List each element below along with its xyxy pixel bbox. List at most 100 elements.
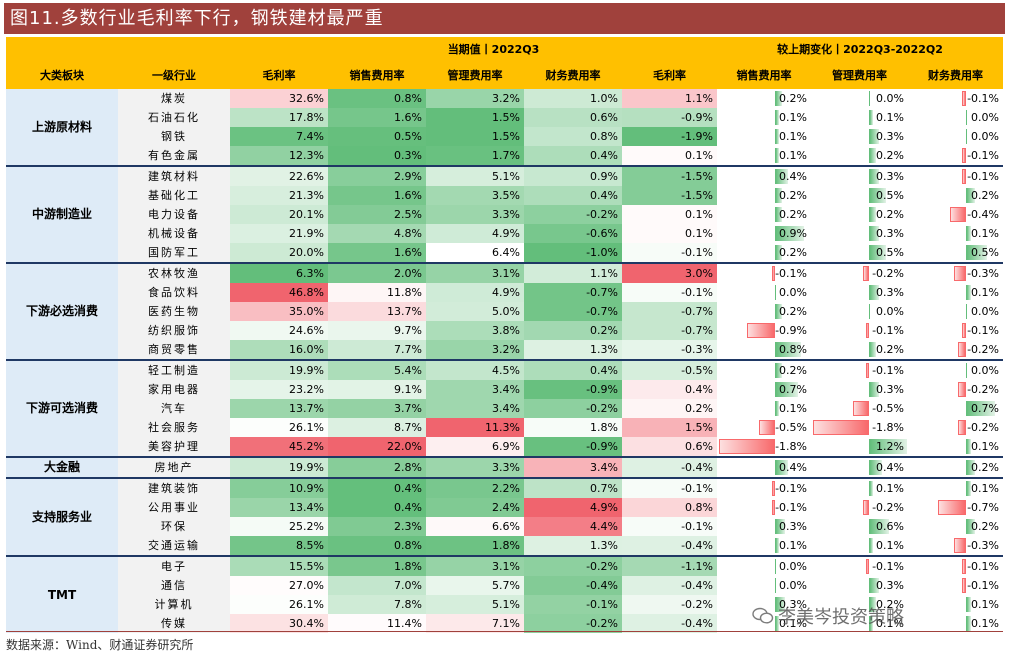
value-cell-ad: 3.1% [426, 263, 524, 283]
value-cell-fi: 1.0% [524, 89, 622, 108]
value-cell-fi: 0.4% [524, 360, 622, 380]
delta-cell-dfi: 0.0% [908, 127, 1003, 146]
delta-bar [747, 323, 775, 338]
value-cell-gm: 21.3% [230, 186, 328, 205]
delta-cell-dfi: -0.4% [908, 205, 1003, 224]
delta-bar [775, 460, 789, 475]
value-cell-fi: 1.3% [524, 340, 622, 361]
delta-bar [719, 439, 775, 454]
delta-bar [775, 207, 783, 222]
delta-value: 0.2% [779, 246, 807, 259]
table-row: TMT 电子 15.5% 1.8% 3.1% -0.2% -1.1% 0.0% -0.1% -0.… [6, 556, 1003, 633]
sector-cell: 下游可选消费 [6, 360, 118, 458]
industry-cell: 农林牧渔 [118, 263, 230, 283]
value-cell-se: 2.3% [328, 517, 426, 536]
delta-cell-dse: 0.1% [717, 127, 811, 146]
delta-cell-dse: 0.1% [717, 614, 811, 633]
value-cell-gm: 10.9% [230, 478, 328, 498]
delta-value: -0.9% [775, 324, 807, 337]
delta-cell-gm: -1.1% [622, 556, 717, 576]
delta-value: 0.1% [971, 598, 999, 611]
delta-value: 0.1% [971, 617, 999, 630]
value-cell-ad: 1.5% [426, 127, 524, 146]
value-cell-fi: -0.2% [524, 205, 622, 224]
value-cell-fi: -0.9% [524, 380, 622, 399]
delta-value: 0.5% [876, 189, 904, 202]
delta-bar [869, 226, 880, 241]
value-cell-ad: 1.8% [426, 536, 524, 557]
delta-cell-dad: 0.0% [811, 89, 908, 108]
value-cell-se: 7.0% [328, 576, 426, 595]
delta-cell-dse: 0.1% [717, 108, 811, 127]
column-header: 管理费用率 [811, 63, 908, 89]
delta-value: 0.1% [779, 617, 807, 630]
industry-cell: 房地产 [118, 457, 230, 479]
delta-cell-dfi: -0.3% [908, 263, 1003, 283]
delta-value: 0.0% [779, 579, 807, 592]
delta-bar [966, 616, 971, 631]
delta-bar [775, 110, 780, 125]
value-cell-ad: 5.1% [426, 595, 524, 614]
delta-cell-dad: 0.2% [811, 146, 908, 167]
delta-bar [865, 363, 869, 378]
delta-bar [938, 500, 966, 515]
industry-cell: 公用事业 [118, 498, 230, 517]
delta-value: -0.2% [872, 267, 904, 280]
delta-cell-dad: 0.4% [811, 457, 908, 479]
table-row: 中游制造业 建筑材料 22.6% 2.9% 5.1% 0.9% -1.5% 0.4% 0.3% -… [6, 166, 1003, 264]
delta-cell-dfi: -0.1% [908, 321, 1003, 340]
delta-cell-dse: 0.2% [717, 89, 811, 108]
delta-value: 0.3% [876, 170, 904, 183]
delta-bar [869, 91, 870, 106]
value-cell-ad: 6.6% [426, 517, 524, 536]
delta-value: -0.5% [872, 402, 904, 415]
table-row: 下游必选消费 农林牧渔 6.3% 2.0% 3.1% 1.1% 3.0% -0.1% -0.2%… [6, 263, 1003, 361]
delta-bar [853, 401, 869, 416]
delta-cell-dfi: -0.2% [908, 418, 1003, 437]
change-period-header: 较上期变化丨2022Q3-2022Q2 [717, 37, 1003, 63]
industry-cell: 轻工制造 [118, 360, 230, 380]
delta-bar [869, 460, 883, 475]
table-row: 纺织服饰 24.6% 9.7% 3.8% 0.2% -0.7% -0.9% -0.1% -0.1… [6, 321, 1003, 340]
industry-cell: 医药生物 [118, 302, 230, 321]
industry-cell: 机械设备 [118, 224, 230, 243]
delta-cell-dse: -0.5% [717, 418, 811, 437]
delta-cell-dse: 0.0% [717, 556, 811, 576]
delta-value: 1.2% [876, 440, 904, 453]
delta-bar [962, 91, 966, 106]
table-row: 大金融 房地产 19.9% 2.8% 3.3% 3.4% -0.4% 0.4% 0.4% 0.2% [6, 457, 1003, 479]
delta-value: -0.1% [872, 364, 904, 377]
value-cell-gm: 27.0% [230, 576, 328, 595]
delta-cell-dad: -0.2% [811, 498, 908, 517]
column-header: 大类板块 [6, 63, 118, 89]
delta-value: 0.0% [971, 111, 999, 124]
delta-value: 0.7% [779, 383, 807, 396]
delta-value: 0.2% [779, 208, 807, 221]
value-cell-fi: 0.4% [524, 186, 622, 205]
delta-bar [771, 500, 775, 515]
delta-bar [958, 382, 966, 397]
delta-value: 0.0% [876, 92, 904, 105]
industry-cell: 交通运输 [118, 536, 230, 557]
industry-cell: 纺织服饰 [118, 321, 230, 340]
delta-bar [869, 188, 886, 203]
value-cell-se: 9.7% [328, 321, 426, 340]
delta-value: -0.5% [775, 421, 807, 434]
delta-bar [966, 481, 971, 496]
delta-cell-dse: 0.1% [717, 146, 811, 167]
delta-bar [775, 363, 783, 378]
value-cell-ad: 3.5% [426, 186, 524, 205]
table-row: 机械设备 21.9% 4.8% 4.9% -0.6% 0.1% 0.9% 0.3% 0.1% [6, 224, 1003, 243]
delta-value: 0.4% [779, 461, 807, 474]
delta-bar [962, 323, 966, 338]
delta-cell-gm: -0.3% [622, 340, 717, 361]
industry-cell: 家用电器 [118, 380, 230, 399]
value-cell-se: 0.4% [328, 498, 426, 517]
delta-cell-dse: -0.9% [717, 321, 811, 340]
value-cell-ad: 4.5% [426, 360, 524, 380]
table-row: 钢铁 7.4% 0.5% 1.5% 0.8% -1.9% 0.1% 0.3% 0.0% [6, 127, 1003, 146]
table-row: 美容护理 45.2% 22.0% 6.9% -0.9% 0.6% -1.8% 1.2% 0.1% [6, 437, 1003, 458]
delta-value: -0.1% [967, 92, 999, 105]
sector-cell: 中游制造业 [6, 166, 118, 264]
table-row: 支持服务业 建筑装饰 10.9% 0.4% 2.2% 0.7% -0.1% -0.1% 0.1%… [6, 478, 1003, 557]
